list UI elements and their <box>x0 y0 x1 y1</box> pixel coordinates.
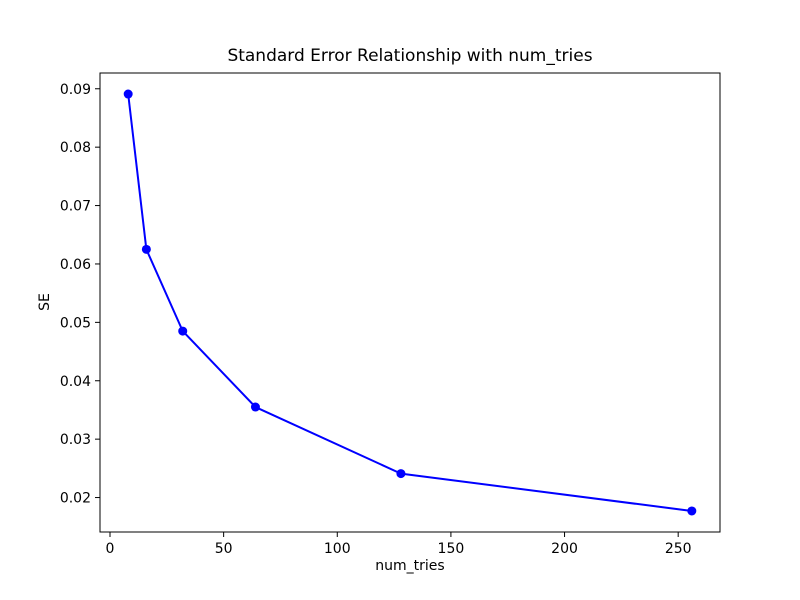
x-axis-label: num_tries <box>375 558 445 574</box>
y-tick-label: 0.03 <box>60 432 91 448</box>
y-tick-label: 0.04 <box>60 374 91 390</box>
x-tick-label: 200 <box>551 541 578 557</box>
x-tick-label: 250 <box>665 541 692 557</box>
data-point <box>141 244 151 254</box>
y-tick-label: 0.06 <box>60 257 91 273</box>
y-tick-label: 0.09 <box>60 82 91 98</box>
chart-title: Standard Error Relationship with num_tri… <box>227 46 593 66</box>
x-tick-label: 100 <box>324 541 351 557</box>
x-tick-label: 150 <box>438 541 465 557</box>
x-tick-label: 50 <box>215 541 233 557</box>
data-point <box>178 326 188 336</box>
data-point <box>123 89 133 99</box>
series-line <box>127 93 692 512</box>
y-tick-label: 0.05 <box>60 315 91 331</box>
data-point <box>250 402 260 412</box>
x-tick-label: 0 <box>106 541 115 557</box>
y-axis-label: SE <box>37 293 53 311</box>
y-tick-label: 0.07 <box>60 199 91 215</box>
y-tick-label: 0.02 <box>60 491 91 507</box>
data-point <box>687 506 697 516</box>
axes-box <box>99 72 721 533</box>
y-tick-label: 0.08 <box>60 140 91 156</box>
data-point <box>396 469 406 479</box>
